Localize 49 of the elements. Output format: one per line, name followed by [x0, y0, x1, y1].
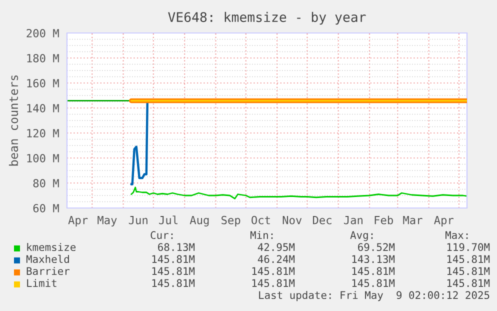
x-tick-label: Apr: [68, 216, 88, 226]
legend-label: Limit: [27, 278, 56, 287]
text: 46.24M: [258, 255, 295, 264]
text: Max:: [446, 231, 468, 240]
y-tick-label: 80 M: [33, 179, 59, 188]
chart-title: VE648: kmemsize - by year: [168, 12, 366, 25]
text: 145.81M: [252, 279, 295, 288]
x-tick-label: Aug: [190, 216, 209, 226]
y-tick-label: 120 M: [27, 129, 59, 138]
y-axis-title: bean counters: [8, 75, 18, 166]
text: Last update: Fri May 9 02:00:12 2025: [259, 290, 490, 302]
text: 68.13M: [158, 243, 195, 252]
text: 69.52M: [358, 243, 395, 252]
y-tick-label: 200 M: [26, 29, 59, 38]
x-tick-label: Sep: [222, 216, 240, 226]
text: Min:: [250, 230, 273, 239]
x-tick-label: Dec: [312, 216, 332, 224]
text: 145.81M: [152, 255, 195, 264]
text: 143.13M: [352, 255, 395, 264]
text: Cur:: [150, 231, 173, 240]
x-tick-label: Mar: [403, 216, 422, 224]
y-tick-label: 160 M: [27, 79, 59, 88]
x-tick-label: Jan: [344, 216, 362, 224]
text: 145.81M: [352, 279, 395, 288]
text: 145.81M: [447, 255, 490, 264]
text: 145.81M: [252, 267, 295, 276]
x-tick-label: Feb: [374, 216, 393, 224]
legend-label: Maxheld: [26, 254, 69, 264]
text: 145.81M: [352, 267, 395, 276]
x-tick-label: Apr: [434, 216, 454, 226]
line-series: [130, 186, 467, 200]
text: 42.95M: [258, 243, 295, 252]
text: 119.70M: [447, 243, 490, 252]
x-tick-label: May: [98, 216, 117, 226]
text: 145.81M: [152, 267, 195, 276]
x-tick-label: Jun: [128, 216, 148, 224]
legend-label: Barrier: [26, 266, 70, 276]
text: 145.81M: [447, 279, 490, 288]
y-tick-label: 180 M: [27, 54, 59, 62]
text: 145.81M: [447, 267, 490, 276]
y-tick-label: 140 M: [27, 104, 59, 112]
text: Avg:: [350, 231, 373, 242]
legend-label: kmemsize: [27, 242, 76, 252]
x-tick-label: Nov: [282, 216, 302, 224]
x-tick-label: Oct: [252, 216, 270, 224]
x-tick-label: Jul: [159, 216, 178, 224]
y-tick-label: 60 M: [33, 204, 59, 212]
text: 145.81M: [152, 279, 195, 288]
y-tick-label: 100 M: [27, 154, 59, 162]
